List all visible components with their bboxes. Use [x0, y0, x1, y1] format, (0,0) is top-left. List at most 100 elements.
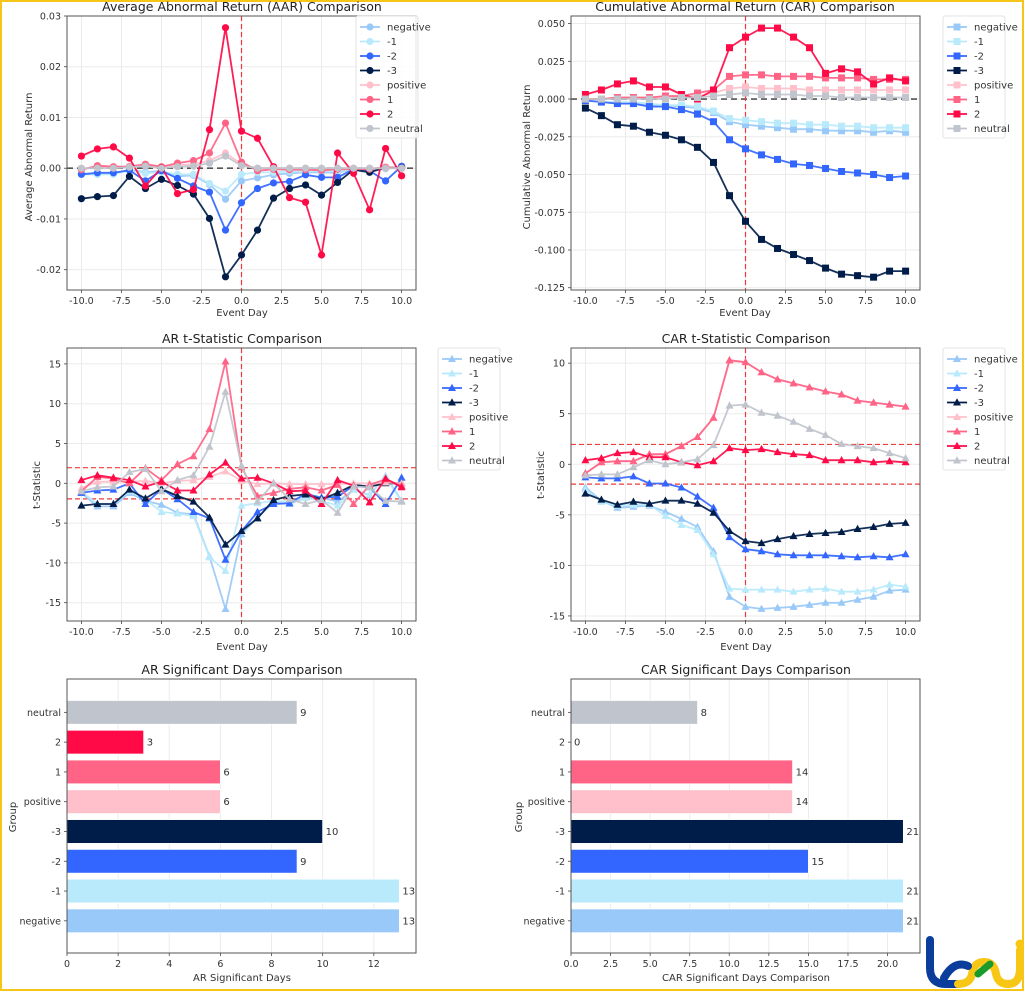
- data-point: [317, 164, 326, 172]
- data-point: [742, 145, 749, 153]
- legend-marker: [953, 81, 961, 89]
- data-point: [613, 121, 621, 129]
- plot-frame: [66, 347, 417, 622]
- legend-item-1: 1: [360, 95, 393, 106]
- data-point: [758, 151, 766, 159]
- data-point: [693, 143, 701, 151]
- data-point: [854, 86, 862, 94]
- data-point: [253, 174, 262, 182]
- x-tick-label: 7.5: [354, 627, 369, 638]
- data-point: [205, 424, 214, 433]
- data-point: [205, 126, 214, 134]
- data-point: [333, 508, 342, 516]
- data-point: [661, 511, 670, 519]
- data-point: [774, 72, 782, 80]
- bar-value-label: 15: [811, 857, 824, 868]
- plot-frame: [570, 347, 921, 622]
- data-point: [189, 486, 198, 494]
- data-point: [317, 173, 326, 181]
- data-point: [805, 551, 814, 559]
- y-tick-label: -10: [549, 561, 565, 572]
- data-point: [629, 463, 638, 471]
- data-point: [677, 136, 685, 144]
- x-tick-label: 20.0: [877, 959, 898, 970]
- data-point: [838, 167, 846, 175]
- data-point: [789, 602, 798, 610]
- data-point: [822, 121, 830, 129]
- plot-frame: [66, 15, 417, 291]
- data-point: [709, 508, 718, 516]
- data-point: [301, 499, 310, 507]
- data-point: [725, 401, 734, 409]
- data-point: [221, 119, 230, 127]
- data-point: [790, 160, 798, 168]
- legend-label: -1: [974, 369, 984, 380]
- data-point: [869, 398, 878, 406]
- data-point: [869, 458, 878, 466]
- bar-value-label: 6: [223, 767, 229, 778]
- data-point: [661, 83, 669, 91]
- data-point: [773, 585, 782, 593]
- data-point: [725, 443, 734, 452]
- legend-item-negative: negative: [947, 355, 1018, 366]
- data-point: [285, 499, 294, 507]
- data-point: [645, 456, 654, 464]
- data-point: [758, 91, 766, 99]
- data-point: [205, 188, 214, 196]
- chart-title: CAR t-Statistic Comparison: [662, 331, 831, 346]
- data-point: [709, 503, 718, 511]
- bar: [570, 848, 809, 874]
- x-tick-label: -5.0: [656, 627, 675, 638]
- legend-item-minus2: -2: [947, 384, 984, 395]
- chart-title: AR Significant Days Comparison: [141, 662, 342, 677]
- legend-label: -3: [974, 66, 984, 77]
- bar-minus2: 15: [570, 848, 824, 874]
- legend-label: positive: [469, 413, 508, 424]
- data-point: [774, 24, 782, 32]
- legend-item-2: 2: [947, 110, 980, 121]
- data-point: [125, 172, 134, 180]
- data-point: [853, 456, 862, 464]
- legend-marker: [953, 52, 961, 60]
- data-point: [285, 164, 294, 172]
- bar-value-label: 0: [574, 738, 580, 749]
- legend-marker: [953, 427, 961, 435]
- bar: [570, 759, 793, 785]
- data-point: [269, 488, 278, 496]
- data-point: [629, 472, 638, 480]
- data-point: [789, 587, 798, 595]
- data-point: [709, 118, 717, 126]
- data-point: [141, 499, 150, 507]
- bar-value-label: 9: [300, 708, 306, 719]
- data-point: [853, 441, 862, 450]
- data-point: [125, 467, 134, 476]
- legend-item-minus3: -3: [442, 398, 479, 409]
- x-tick-label: -2.5: [696, 296, 715, 307]
- y-tick-label: 1: [559, 767, 565, 778]
- data-point: [853, 587, 862, 595]
- data-point: [870, 273, 878, 281]
- x-tick-label: 2.5: [274, 627, 289, 638]
- data-point: [709, 457, 718, 465]
- legend-label: negative: [974, 23, 1018, 34]
- data-point: [742, 89, 749, 97]
- legend-item-minus3: -3: [947, 398, 984, 409]
- data-point: [173, 163, 182, 171]
- data-point: [317, 495, 326, 504]
- data-point: [157, 477, 166, 485]
- data-point: [677, 514, 686, 522]
- legend-item-1: 1: [947, 427, 980, 438]
- x-tick-label: 10.0: [391, 627, 412, 638]
- data-point: [397, 164, 406, 172]
- series-minus2: [77, 162, 406, 234]
- data-point: [821, 430, 830, 438]
- data-point: [581, 104, 589, 112]
- legend-item-positive: positive: [947, 81, 1013, 92]
- data-point: [885, 586, 894, 594]
- chart-title: Cumulative Abnormal Return (CAR) Compari…: [595, 0, 895, 14]
- data-point: [237, 251, 246, 259]
- data-point: [661, 507, 670, 515]
- legend-item-2: 2: [360, 110, 393, 121]
- data-point: [742, 71, 749, 79]
- data-point: [597, 458, 606, 466]
